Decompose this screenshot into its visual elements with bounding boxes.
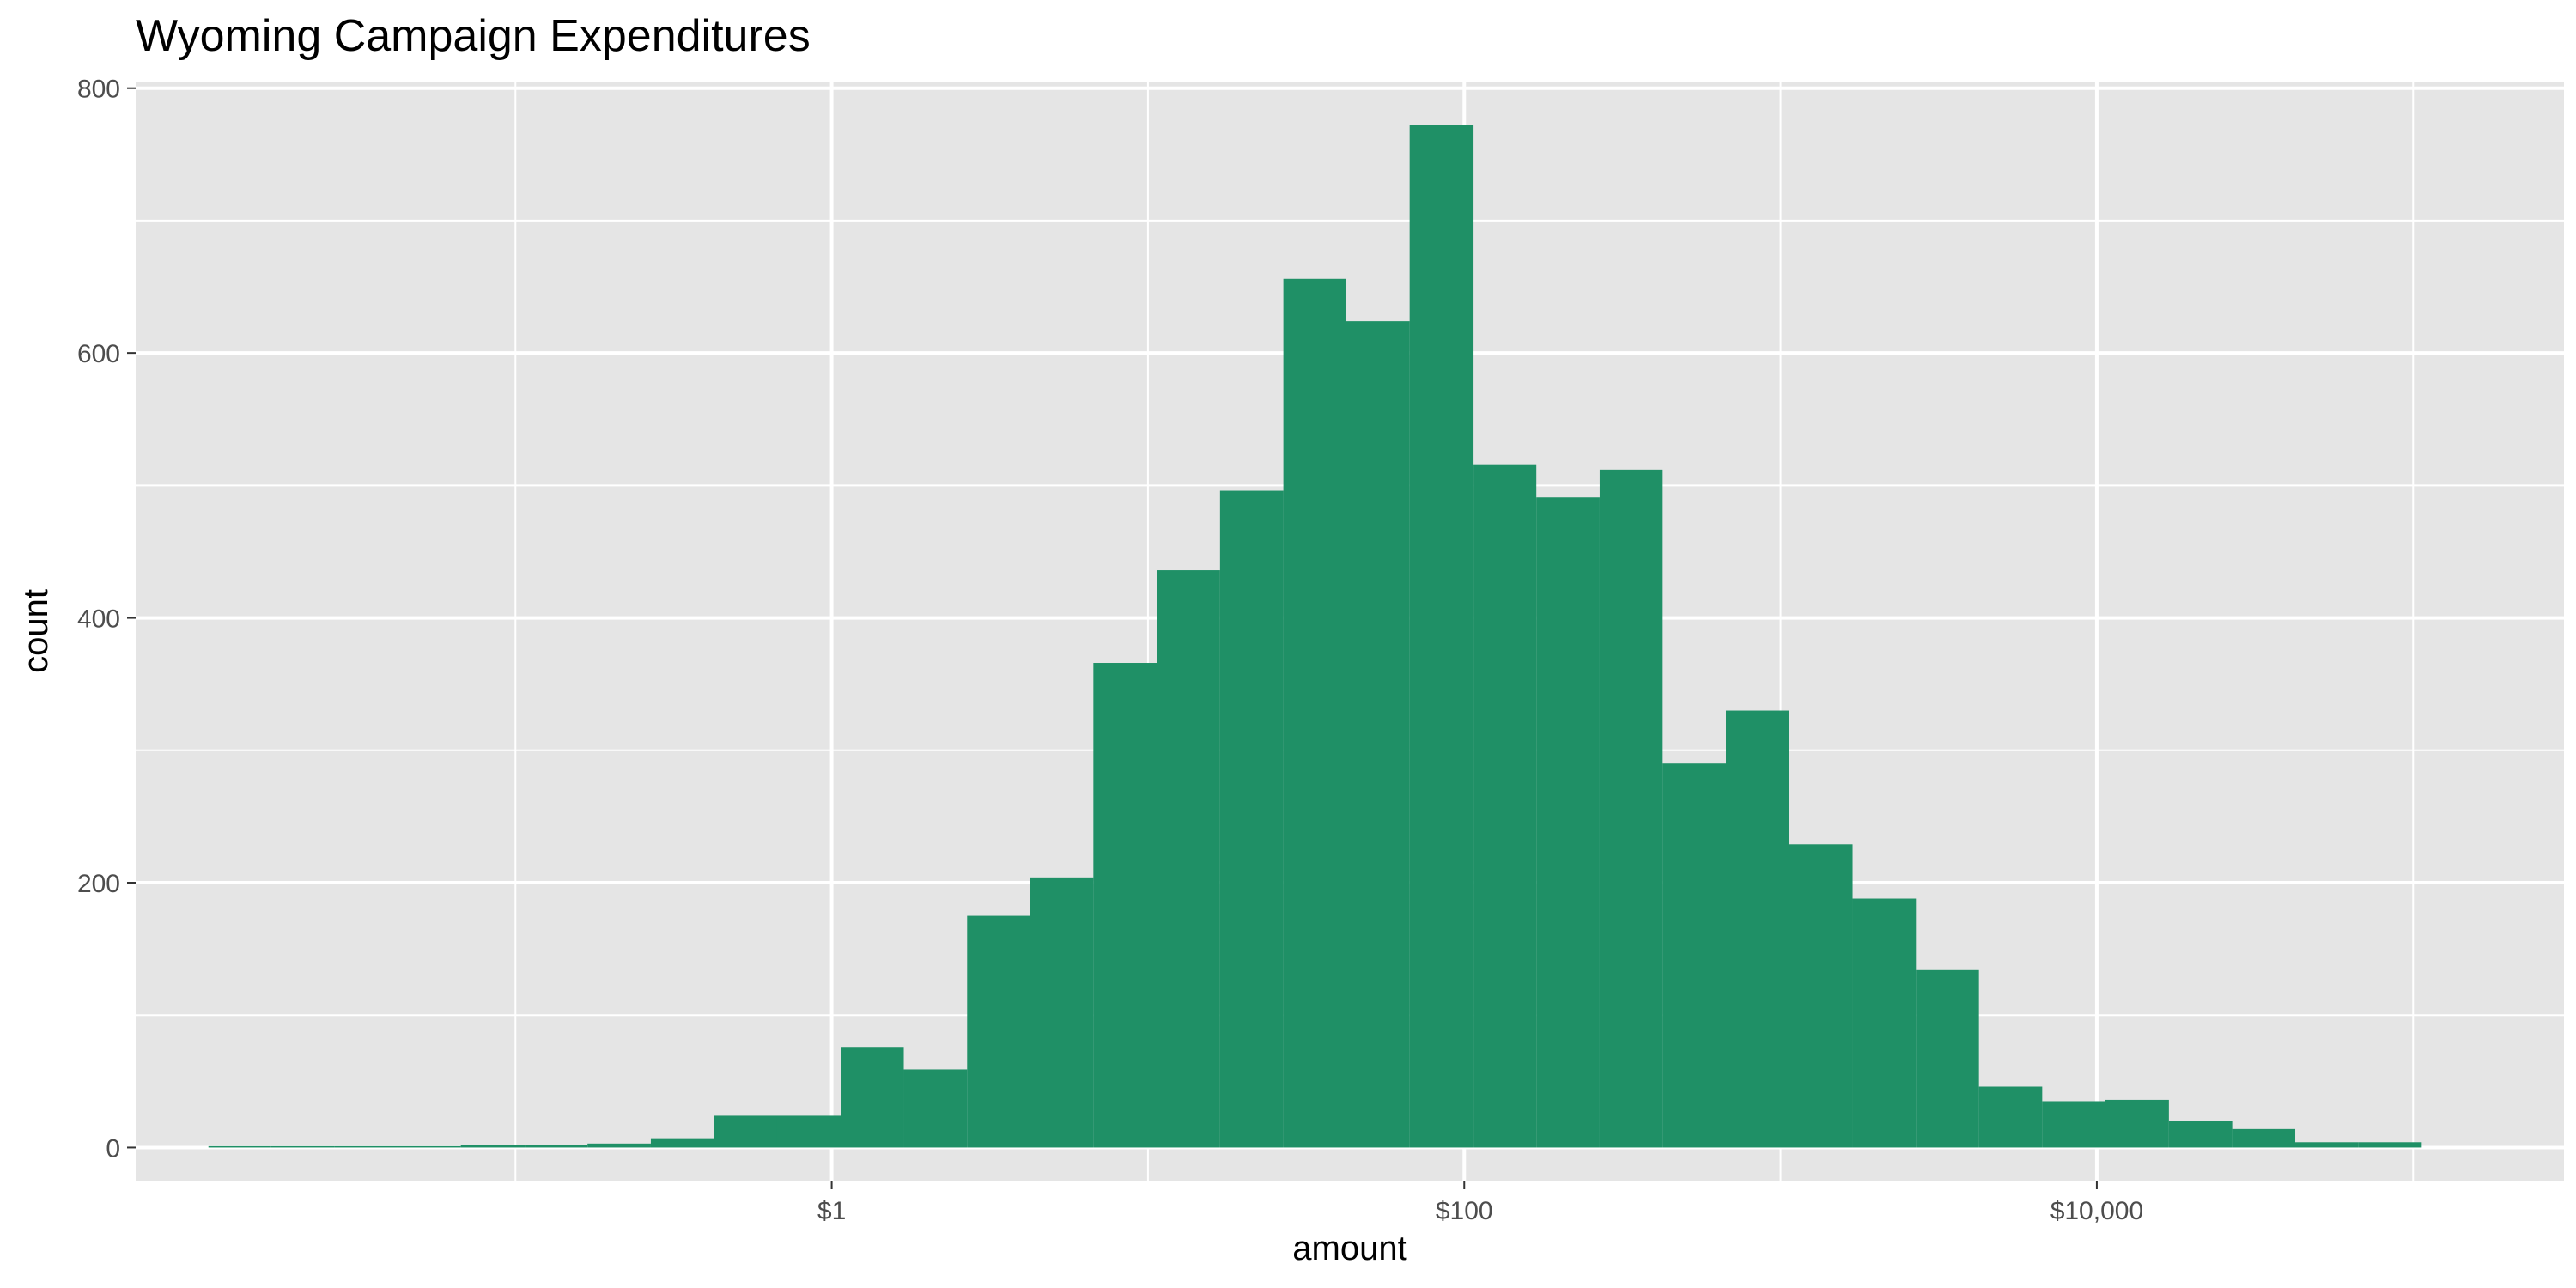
y-tick-label: 400 (77, 605, 120, 634)
histogram-bar (2295, 1142, 2359, 1148)
histogram-bar (334, 1145, 398, 1148)
histogram-bar (841, 1047, 904, 1148)
histogram-bar (2168, 1121, 2233, 1148)
y-tick-label: 600 (77, 340, 120, 368)
x-tick-label: $10,000 (2050, 1197, 2143, 1225)
histogram-bar (1346, 321, 1410, 1148)
histogram-bar (270, 1145, 335, 1148)
histogram-bar (1093, 663, 1157, 1148)
histogram-bar (587, 1143, 651, 1148)
histogram-bar (2232, 1128, 2296, 1148)
histogram-bar (1662, 763, 1727, 1148)
histogram-bar (1283, 278, 1346, 1148)
x-axis: $1 $100 $10,000 (817, 1181, 2143, 1225)
histogram-bar (1157, 570, 1220, 1148)
histogram-bar (2042, 1101, 2105, 1148)
x-axis-title: amount (1292, 1230, 1406, 1267)
histogram-bar (397, 1145, 461, 1148)
y-axis-title: count (17, 589, 55, 673)
y-tick-label: 800 (77, 76, 120, 104)
histogram-bar (1030, 877, 1094, 1148)
histogram-bar (650, 1138, 714, 1148)
histogram-bar (903, 1069, 968, 1148)
histogram-bar (1726, 710, 1789, 1148)
histogram-bar (208, 1145, 271, 1148)
histogram-bar (714, 1115, 777, 1148)
histogram-bar (1852, 898, 1917, 1148)
histogram-bar (1789, 844, 1853, 1148)
y-axis: 0 200 400 600 800 (77, 76, 136, 1163)
histogram-bar (967, 915, 1030, 1148)
histogram-bar (1916, 969, 1979, 1148)
histogram-bar (1473, 464, 1537, 1148)
histogram-bar (525, 1145, 588, 1148)
histogram-bar (2105, 1099, 2169, 1148)
histogram-bar (1536, 497, 1600, 1148)
x-tick-label: $100 (1436, 1197, 1493, 1225)
y-tick-label: 0 (106, 1134, 120, 1163)
histogram-bar (1219, 490, 1284, 1148)
y-tick-label: 200 (77, 870, 120, 898)
histogram-bars (208, 125, 2422, 1148)
histogram-bar (460, 1145, 526, 1148)
histogram-bar (776, 1115, 841, 1148)
x-tick-label: $1 (817, 1197, 846, 1225)
histogram-bar (1599, 469, 1663, 1148)
histogram-bar (1978, 1086, 2043, 1148)
histogram-bar (1409, 125, 1474, 1148)
chart-title: Wyoming Campaign Expenditures (136, 11, 811, 61)
histogram-bar (2358, 1142, 2422, 1148)
